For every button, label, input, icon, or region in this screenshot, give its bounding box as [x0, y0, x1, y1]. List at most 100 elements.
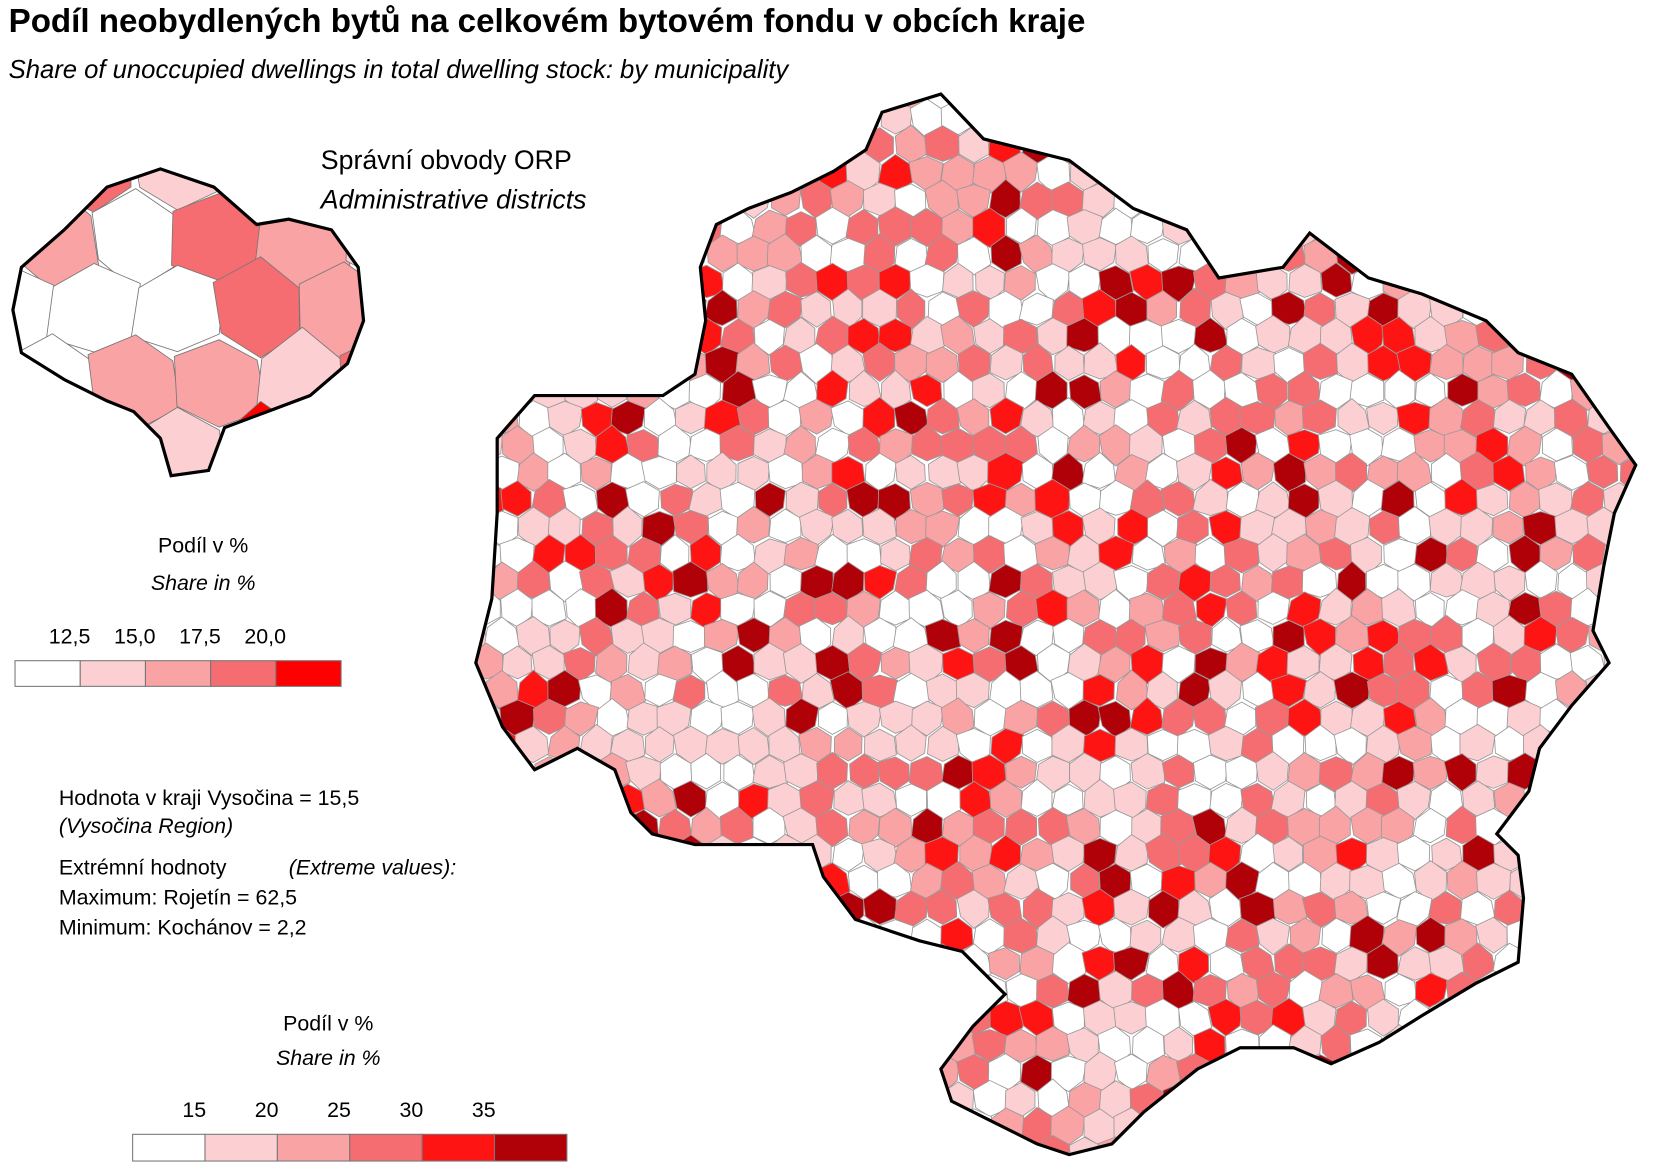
area-cell: [721, 1136, 754, 1155]
area-cell: [565, 865, 599, 900]
area-cell: [475, 1029, 505, 1064]
legend-title: Podíl v %: [283, 1012, 373, 1036]
area-cell: [1256, 154, 1291, 193]
area-cell: [563, 1026, 598, 1062]
area-cell: [1349, 209, 1383, 247]
area-cell: [1397, 124, 1432, 166]
area-cell: [1554, 1052, 1589, 1093]
area-cell: [688, 865, 724, 903]
area-cell: [1616, 508, 1636, 547]
area-cell: [1239, 234, 1276, 273]
area-cell: [704, 181, 740, 217]
area-cell: [1349, 428, 1384, 467]
inset-legend-title: Podíl v %: [158, 534, 248, 558]
area-cell: [1225, 1080, 1259, 1118]
area-cell: [1320, 262, 1353, 298]
area-cell: [689, 101, 725, 140]
area-cell: [1447, 210, 1481, 249]
area-cell: [640, 342, 677, 384]
area-cell: [1272, 126, 1306, 163]
area-cell: [1333, 890, 1369, 925]
area-cell: [1207, 669, 1242, 711]
area-cell: [719, 102, 756, 137]
area-cell: [784, 863, 818, 901]
area-cell: [1319, 1133, 1354, 1155]
area-cell: [1649, 292, 1654, 330]
area-cell: [12, 168, 58, 215]
area-cell: [1649, 183, 1654, 215]
area-cell: [1270, 181, 1305, 221]
area-cell: [483, 780, 519, 819]
area-cell: [610, 124, 646, 164]
area-cell: [877, 973, 912, 1007]
area-cell: [562, 209, 597, 247]
area-cell: [1163, 154, 1197, 193]
area-cell: [579, 235, 615, 272]
area-cell: [704, 945, 738, 983]
area-cell: [767, 1053, 801, 1094]
legend-swatch: [276, 1133, 351, 1162]
area-cell: [1522, 996, 1560, 1035]
area-cell: [530, 919, 567, 958]
area-cell: [1349, 1133, 1385, 1155]
area-cell: [562, 264, 597, 304]
area-cell: [1242, 1105, 1274, 1147]
area-cell: [1396, 451, 1433, 493]
area-cell: [1493, 399, 1527, 434]
area-cell: [706, 1107, 741, 1148]
area-cell: [816, 1080, 852, 1121]
area-cell: [1366, 891, 1402, 925]
area-cell: [736, 505, 771, 544]
area-cell: [1616, 942, 1636, 983]
area-cell: [737, 290, 771, 331]
area-cell: [940, 971, 976, 1010]
area-cell: [1003, 265, 1036, 301]
area-cell: [1541, 918, 1575, 953]
legend-swatch: [79, 660, 146, 687]
area-cell: [475, 342, 489, 381]
area-cell: [1476, 1025, 1512, 1066]
area-cell: [1335, 129, 1371, 165]
area-cell: [562, 970, 598, 1012]
area-cell: [736, 888, 772, 926]
area-cell: [1586, 778, 1621, 816]
area-cell: [1054, 345, 1085, 381]
area-cell: [1633, 644, 1636, 682]
area-cell: [1005, 755, 1038, 789]
area-cell: [782, 917, 817, 955]
area-cell: [1460, 94, 1497, 112]
area-cell: [1178, 128, 1211, 165]
area-cell: [1633, 807, 1636, 848]
area-cell: [344, 485, 434, 575]
area-cell: [861, 1053, 897, 1090]
area-cell: [1490, 998, 1525, 1034]
area-cell: [1365, 94, 1400, 109]
area-cell: [1241, 128, 1275, 162]
area-cell: [12, 400, 50, 476]
area-cell: [1381, 211, 1416, 244]
inset-subtitle: Administrative districts: [319, 184, 587, 214]
area-cell: [1618, 1109, 1636, 1145]
area-cell: [1510, 1024, 1543, 1067]
area-cell: [1083, 128, 1119, 163]
area-cell: [1097, 645, 1131, 683]
area-cell: [1398, 1052, 1432, 1093]
area-cell: [1194, 206, 1226, 245]
area-cell: [532, 865, 567, 899]
area-cell: [689, 971, 724, 1011]
area-cell: [972, 372, 1005, 409]
area-cell: [562, 483, 599, 521]
area-cell: [625, 1133, 661, 1155]
area-cell: [798, 1109, 834, 1146]
area-cell: [1603, 372, 1636, 411]
area-cell: [12, 265, 55, 366]
area-cell: [1541, 807, 1572, 849]
area-cell: [1051, 94, 1086, 108]
area-cell: [1506, 1079, 1542, 1121]
area-cell: [1508, 810, 1541, 848]
area-cell: [769, 946, 802, 982]
area-cell: [1649, 999, 1654, 1037]
minimum: Minimum: Kochánov = 2,2: [59, 915, 307, 939]
area-cell: [769, 564, 802, 599]
area-cell: [704, 889, 740, 926]
